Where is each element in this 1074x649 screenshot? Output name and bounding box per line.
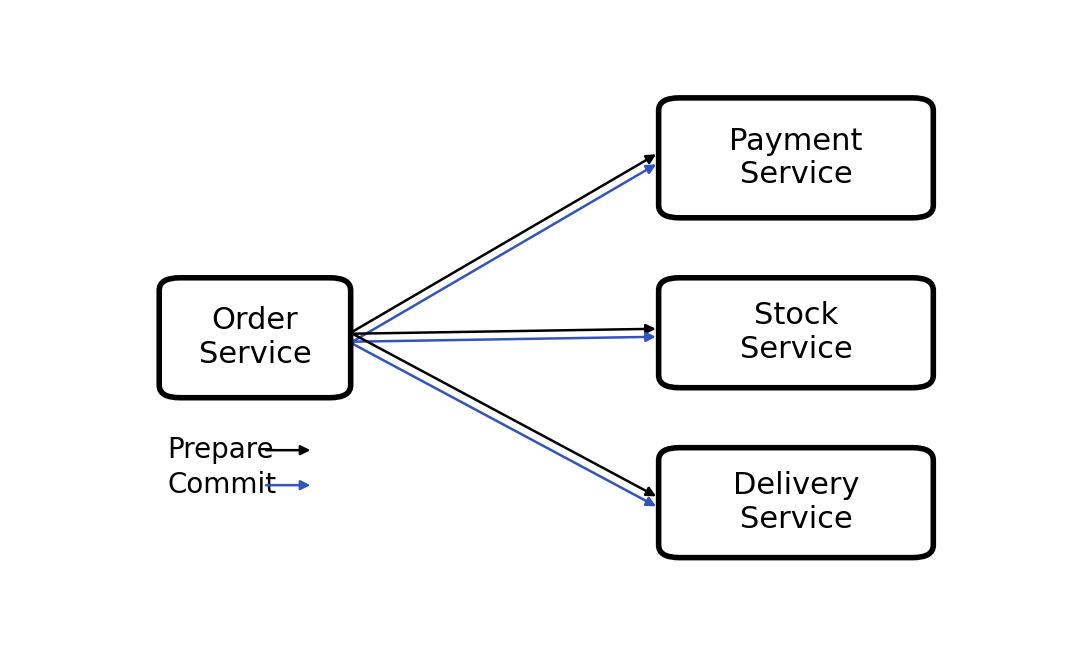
FancyBboxPatch shape bbox=[159, 278, 350, 398]
Text: Commit: Commit bbox=[168, 471, 277, 499]
Text: Payment
Service: Payment Service bbox=[729, 127, 862, 189]
FancyBboxPatch shape bbox=[658, 98, 933, 218]
FancyBboxPatch shape bbox=[658, 448, 933, 557]
Text: Order
Service: Order Service bbox=[199, 306, 311, 369]
Text: Stock
Service: Stock Service bbox=[740, 301, 853, 364]
Text: Prepare: Prepare bbox=[168, 436, 274, 464]
Text: Delivery
Service: Delivery Service bbox=[732, 471, 859, 534]
FancyBboxPatch shape bbox=[658, 278, 933, 387]
